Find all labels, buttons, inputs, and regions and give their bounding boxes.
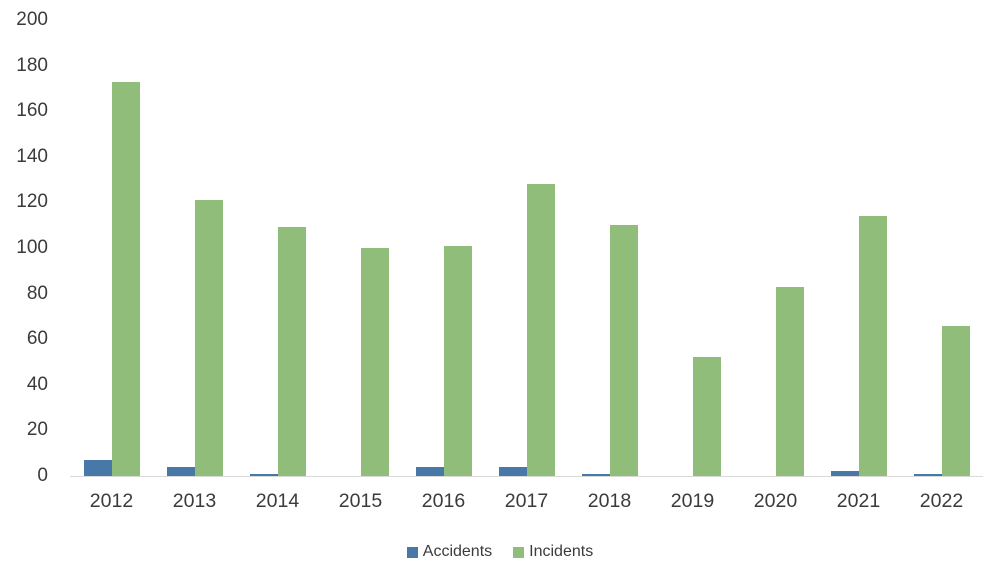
bar-incidents-2012	[111, 81, 140, 476]
y-tick-label-100: 100	[16, 237, 48, 258]
bar-group-2016	[402, 20, 485, 476]
x-tick-label-2019: 2019	[670, 490, 715, 512]
bar-incidents-2019	[692, 357, 721, 476]
bar-incidents-2021	[858, 216, 887, 476]
x-tick-label-2018: 2018	[587, 490, 632, 512]
bar-groups	[70, 20, 983, 476]
legend-marker-accidents	[406, 546, 418, 558]
bar-incidents-2014	[277, 227, 306, 476]
bar-group-2021	[817, 20, 900, 476]
bar-accidents-2021	[830, 471, 859, 476]
y-tick-label-160: 160	[16, 100, 48, 122]
y-tick-label-80: 80	[26, 282, 48, 304]
bar-group-2014	[236, 20, 319, 476]
x-tick-label-2013: 2013	[172, 490, 217, 512]
bar-incidents-2013	[194, 200, 223, 476]
bar-group-2015	[319, 20, 402, 476]
x-tick-label-2017: 2017	[504, 490, 549, 512]
bar-group-2019	[651, 20, 734, 476]
y-tick-label-60: 60	[26, 328, 48, 350]
x-tick-label-2021: 2021	[836, 490, 881, 512]
bar-incidents-2016	[443, 245, 472, 476]
bar-incidents-2017	[526, 184, 555, 476]
bar-accidents-2013	[166, 466, 195, 476]
y-tick-label-140: 140	[16, 145, 48, 167]
x-axis: 2012 2013 2014 2015 2016 2017 2018 2019 2020 2021…	[70, 490, 983, 513]
bar-group-2022	[900, 20, 983, 476]
bar-group-2013	[153, 20, 236, 476]
y-tick-label-40: 40	[26, 373, 48, 395]
x-tick-label-2020: 2020	[753, 490, 798, 512]
legend: Accidents Incidents	[0, 543, 1000, 561]
bar-accidents-2016	[415, 466, 444, 476]
x-tick-label-2022: 2022	[919, 490, 964, 512]
y-axis: 0 20 40 60 80 100 120 140 160 180 200	[0, 0, 48, 579]
x-tick-label-2016: 2016	[421, 490, 466, 512]
y-tick-label-0: 0	[37, 465, 48, 486]
plot-area	[70, 20, 983, 477]
x-tick-label-2012: 2012	[89, 490, 134, 512]
bar-accidents-2014	[249, 473, 278, 476]
bar-group-2018	[568, 20, 651, 476]
legend-item-incidents: Incidents	[513, 543, 593, 561]
bar-group-2017	[485, 20, 568, 476]
bar-group-2020	[734, 20, 817, 476]
legend-label-accidents: Accidents	[422, 543, 493, 560]
y-tick-label-200: 200	[16, 9, 48, 30]
x-tick-label-2015: 2015	[338, 490, 383, 512]
y-tick-label-20: 20	[26, 419, 48, 441]
y-tick-label-180: 180	[16, 54, 48, 76]
bar-incidents-2022	[941, 325, 970, 476]
bar-accidents-2018	[581, 473, 610, 476]
bar-incidents-2020	[775, 286, 804, 476]
bar-group-2012	[70, 20, 153, 476]
x-axis-line	[70, 476, 983, 477]
legend-marker-incidents	[513, 546, 525, 558]
y-tick-label-120: 120	[16, 191, 48, 213]
x-tick-label-2014: 2014	[255, 490, 300, 512]
bar-incidents-2018	[609, 225, 638, 476]
legend-item-accidents: Accidents	[406, 543, 493, 561]
legend-label-incidents: Incidents	[529, 543, 594, 560]
bar-accidents-2022	[913, 473, 942, 476]
bar-accidents-2012	[83, 460, 112, 476]
bar-incidents-2015	[360, 248, 389, 476]
bar-accidents-2017	[498, 466, 527, 476]
